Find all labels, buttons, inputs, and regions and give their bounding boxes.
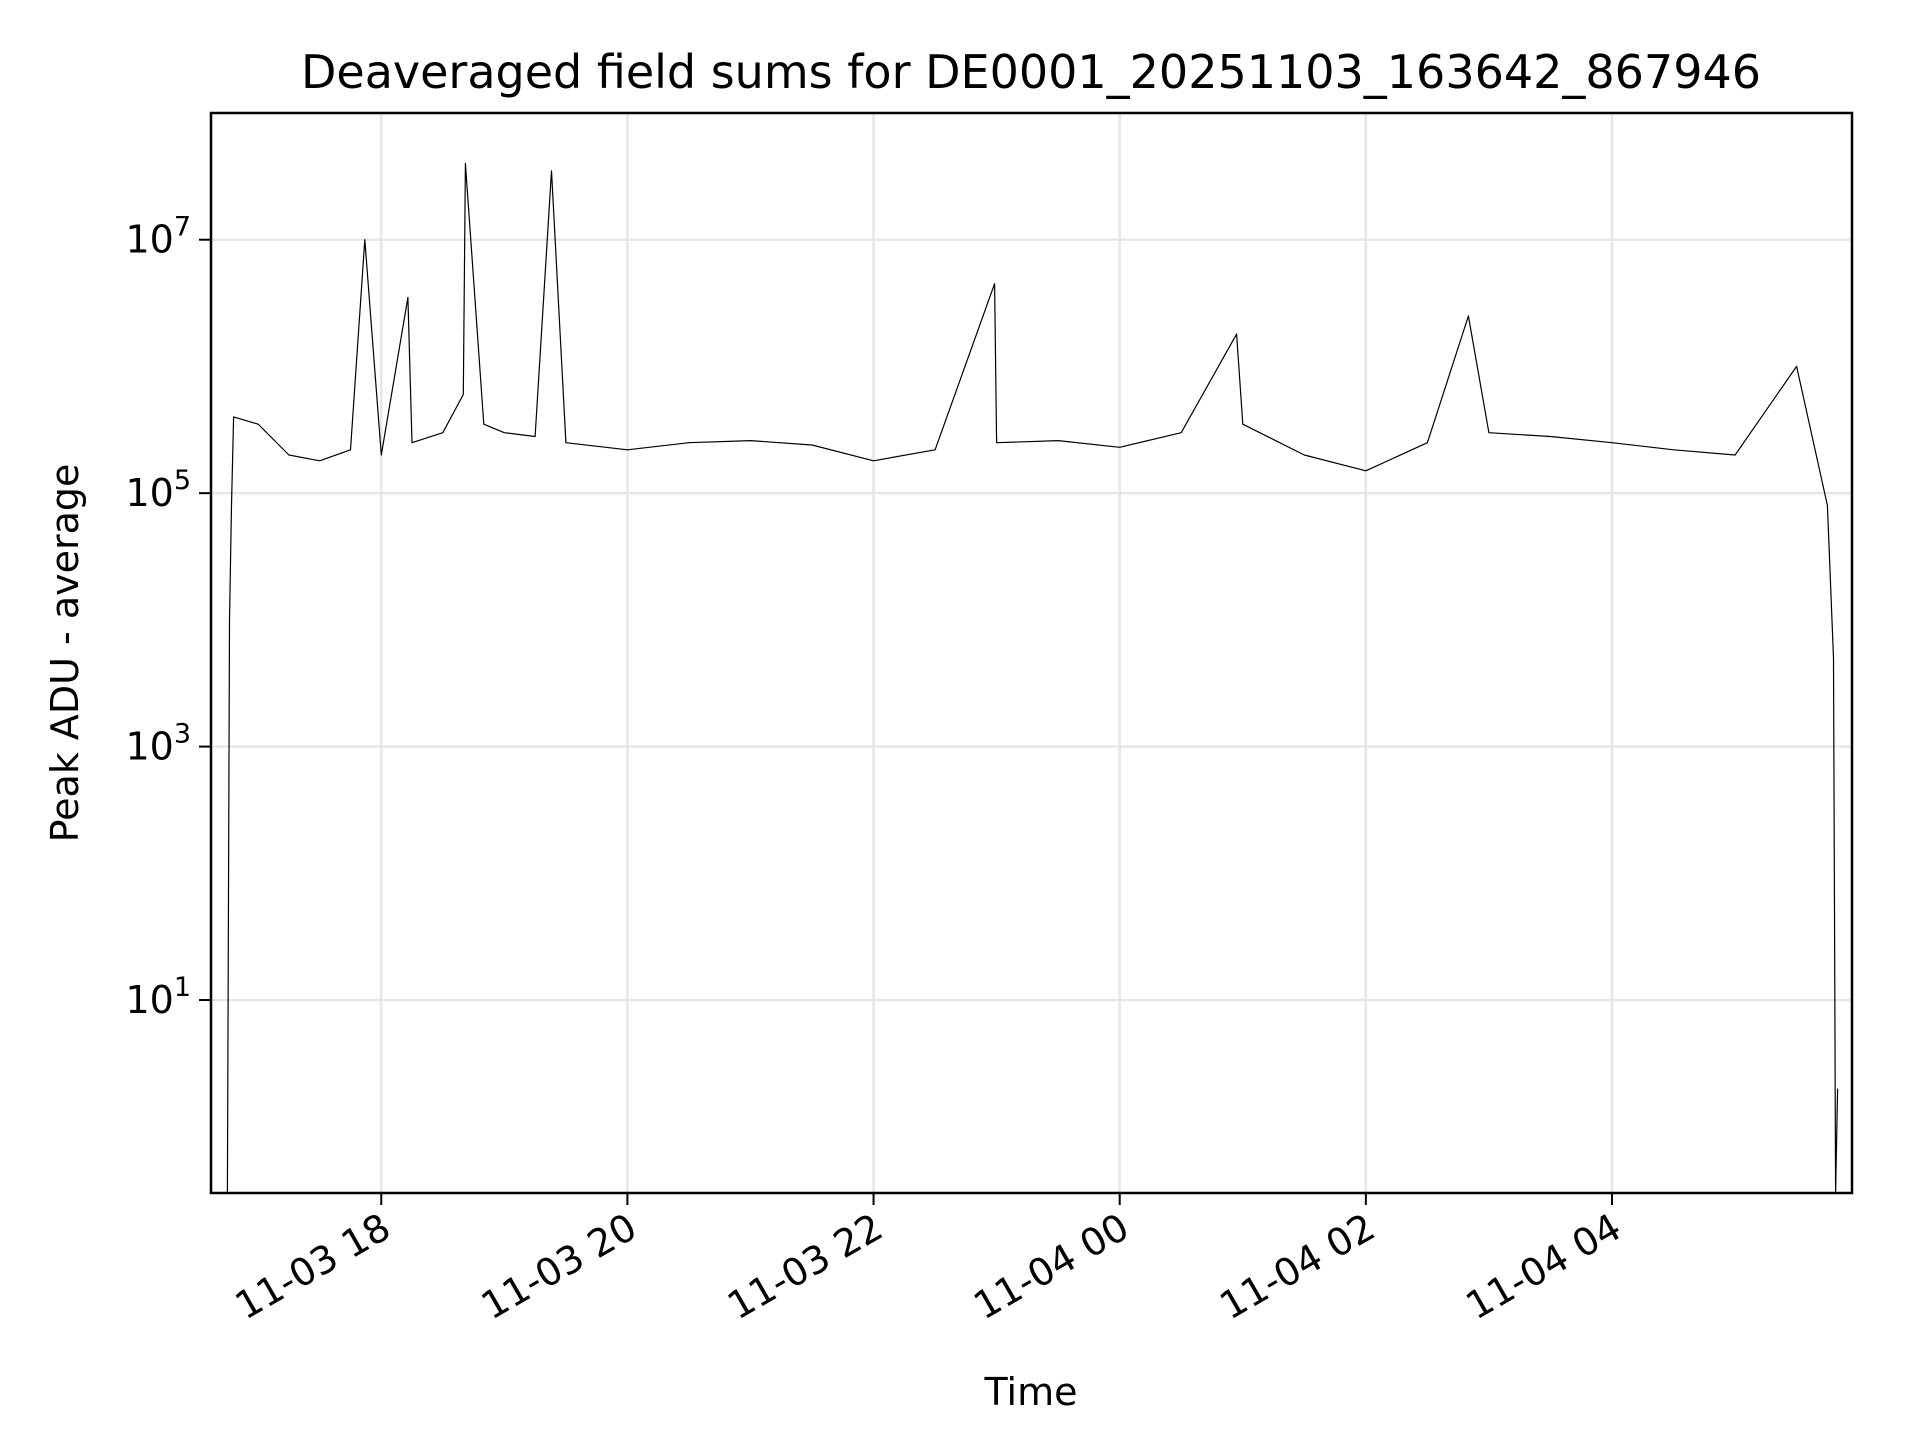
series-layer xyxy=(226,162,1839,1194)
y-tick-label: 101 xyxy=(125,972,191,1022)
y-axis-label: Peak ADU - average xyxy=(43,464,87,843)
y-tick-label: 107 xyxy=(125,212,191,262)
y-axis: 101 103 105 107 xyxy=(125,212,211,1022)
y-tick-label: 105 xyxy=(125,465,191,515)
grid xyxy=(211,113,1852,1193)
y-tick-label: 103 xyxy=(125,719,191,769)
x-axis-label: Time xyxy=(984,1370,1078,1414)
series-line-1 xyxy=(226,162,1839,1194)
plot-frame xyxy=(209,111,1854,1195)
chart-title: Deaveraged field sums for DE0001_2025110… xyxy=(301,45,1761,99)
